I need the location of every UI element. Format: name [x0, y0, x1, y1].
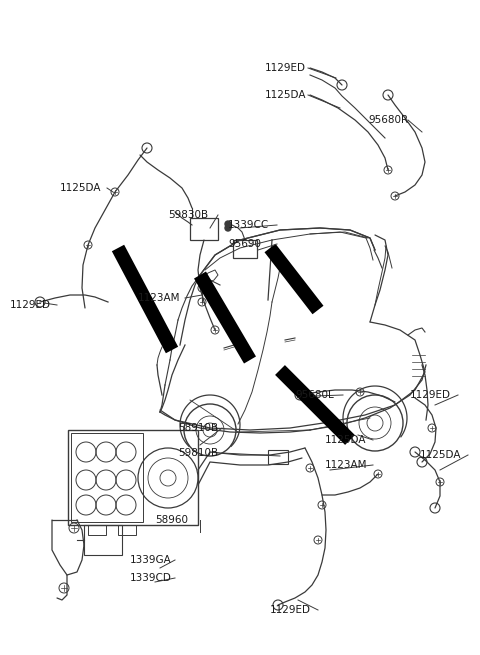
Circle shape	[225, 221, 231, 227]
Text: 1129ED: 1129ED	[10, 300, 51, 310]
Bar	[268, 450, 288, 464]
Bar	[233, 240, 257, 258]
Text: 59830B: 59830B	[168, 210, 208, 220]
Bar	[118, 525, 136, 535]
Text: 1125DA: 1125DA	[420, 450, 461, 460]
Text: 1339GA: 1339GA	[130, 555, 172, 565]
Circle shape	[225, 225, 231, 231]
Bar	[84, 525, 122, 555]
Text: 1129ED: 1129ED	[410, 390, 451, 400]
Text: 1339CD: 1339CD	[130, 573, 172, 583]
Text: 59810B: 59810B	[178, 448, 218, 458]
Text: 1123AM: 1123AM	[138, 293, 180, 303]
Bar	[68, 430, 198, 525]
Text: 95680R: 95680R	[368, 115, 408, 125]
Text: 58960: 58960	[155, 515, 188, 525]
Bar	[190, 218, 218, 240]
Bar	[71, 433, 143, 522]
Bar	[88, 525, 106, 535]
Text: 1129ED: 1129ED	[265, 63, 306, 73]
Text: 1125DA: 1125DA	[60, 183, 101, 193]
Text: 1129ED: 1129ED	[270, 605, 311, 615]
Text: 95680L: 95680L	[295, 390, 334, 400]
Text: 1123AM: 1123AM	[325, 460, 368, 470]
Text: 1125DA: 1125DA	[265, 90, 307, 100]
Text: 1339CC: 1339CC	[228, 220, 269, 230]
Text: 95690: 95690	[228, 239, 261, 249]
Text: 58910B: 58910B	[178, 423, 218, 433]
Text: 1125DA: 1125DA	[325, 435, 367, 445]
